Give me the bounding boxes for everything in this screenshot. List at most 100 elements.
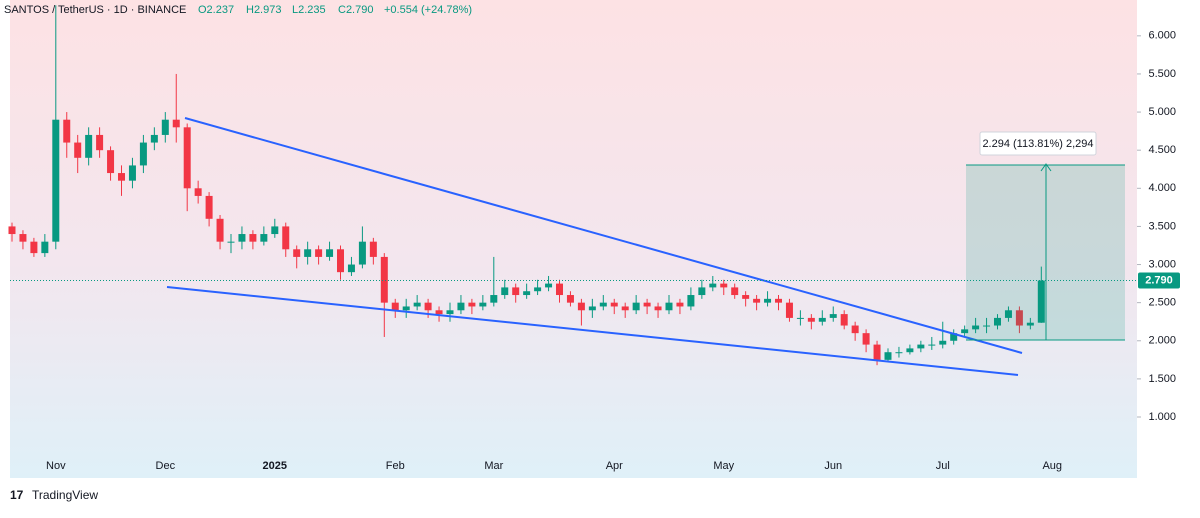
candle-body <box>249 234 257 242</box>
candle-body <box>63 119 71 143</box>
candle-body <box>1026 322 1034 326</box>
candle-body <box>753 298 761 303</box>
candle-body <box>304 249 312 257</box>
candle-body <box>501 287 509 296</box>
y-tick-label: 3.500 <box>1148 220 1176 232</box>
candle-body <box>457 302 465 311</box>
legend-low: L2.235 <box>292 4 326 16</box>
candle-body <box>950 333 958 341</box>
candle-body <box>939 340 947 345</box>
candle-body <box>358 241 366 265</box>
candle-body <box>873 344 881 360</box>
y-tick-label: 2.500 <box>1148 297 1176 309</box>
candle-body <box>720 283 728 288</box>
candle-body <box>337 249 344 273</box>
candle-body <box>216 218 224 242</box>
candle-body <box>928 344 936 346</box>
candle-body <box>818 317 826 322</box>
legend-close: C2.790 <box>338 4 373 16</box>
candle-body <box>391 302 399 311</box>
candle-body <box>326 249 334 257</box>
candle-body <box>369 241 377 257</box>
candle-body <box>676 302 684 307</box>
candle-body <box>742 295 750 299</box>
candle-body <box>840 314 848 326</box>
candle-body <box>52 119 60 242</box>
candle-body <box>566 295 574 303</box>
candle-body <box>764 298 772 303</box>
candle-body <box>1004 310 1012 318</box>
candle-body <box>293 249 301 257</box>
candle-body <box>150 134 158 143</box>
candle-body <box>85 134 93 158</box>
last-price-tag <box>1138 272 1180 289</box>
watermark: TradingView <box>32 488 98 502</box>
candle-body <box>796 317 804 319</box>
x-tick-label: Feb <box>386 460 405 472</box>
candle-body <box>829 314 837 318</box>
candle-body <box>534 287 542 292</box>
candle-body <box>884 352 892 360</box>
candle-body <box>205 195 213 219</box>
candle-body <box>588 306 596 311</box>
candle-body <box>654 306 662 311</box>
candle-body <box>446 310 454 315</box>
y-tick-label: 1.500 <box>1148 373 1176 385</box>
legend-high: H2.973 <box>246 4 281 16</box>
candle-body <box>19 234 27 242</box>
candle-body <box>785 302 793 318</box>
candle-body <box>468 302 476 307</box>
candle-body <box>709 283 717 288</box>
candle-body <box>556 283 563 296</box>
x-tick-label: May <box>713 460 734 472</box>
candle-body <box>96 134 104 151</box>
candle-body <box>665 302 673 311</box>
candle-body <box>961 329 969 334</box>
trendline-upper <box>184 117 1023 354</box>
x-tick-label: Dec <box>156 460 176 472</box>
candle-body <box>731 287 739 296</box>
candle-body <box>862 333 870 345</box>
candle-body <box>599 302 607 307</box>
y-tick-label: 4.500 <box>1148 144 1176 156</box>
candle-body <box>632 302 640 311</box>
candle-body <box>490 295 498 303</box>
y-tick-label: 5.000 <box>1148 106 1176 118</box>
candle-body <box>807 317 815 322</box>
candle-body <box>260 234 268 242</box>
candle-body <box>424 302 432 311</box>
candle-body <box>139 142 147 166</box>
measure-arrowhead <box>1040 163 1052 172</box>
candle-body <box>172 119 180 128</box>
candle-body <box>41 241 49 254</box>
candles <box>8 5 1045 366</box>
candle-body <box>413 302 421 307</box>
legend: SANTOS / TetherUS · 1D · BINANCE O2.237 … <box>4 4 472 16</box>
candle-body <box>545 283 553 288</box>
candle-body <box>523 291 531 296</box>
last-price-label: 2.790 <box>1145 274 1173 286</box>
candle-body <box>183 127 191 189</box>
x-tick-label: Jul <box>936 460 950 472</box>
x-tick-label: 2025 <box>263 460 287 472</box>
candle-body <box>698 287 706 296</box>
candle-body <box>118 173 125 181</box>
candle-body <box>851 325 859 334</box>
candle-body <box>227 241 235 243</box>
candle-body <box>8 226 16 235</box>
candle-body <box>238 234 246 242</box>
candle-body <box>128 165 136 181</box>
candle-body <box>972 325 980 330</box>
candle-body <box>30 241 38 254</box>
candle-body <box>479 302 487 307</box>
measure-label-box <box>979 131 1097 156</box>
measure-label: 2.294 (113.81%) 2,294 <box>982 138 1093 150</box>
candle-body <box>621 306 629 311</box>
candle-body <box>1037 280 1045 323</box>
x-tick-label: Aug <box>1042 460 1062 472</box>
y-tick-label: 3.000 <box>1148 258 1176 270</box>
candle-body <box>380 256 388 303</box>
y-tick-label: 5.500 <box>1148 68 1176 80</box>
candle-body <box>577 302 585 311</box>
candle-body <box>107 150 115 174</box>
